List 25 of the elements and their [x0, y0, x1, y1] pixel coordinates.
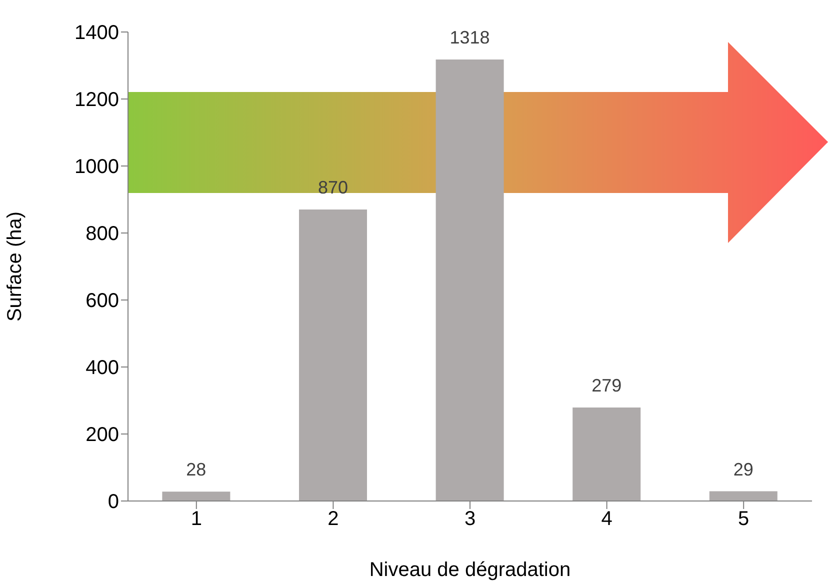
y-tick-label: 400 [86, 357, 119, 380]
x-tick-label: 2 [328, 508, 339, 530]
y-tick-label: 800 [86, 223, 119, 246]
y-tick-label: 200 [86, 424, 119, 446]
y-tick-label: 600 [86, 290, 119, 312]
data-label: 279 [592, 376, 622, 396]
x-tick-label: 4 [601, 508, 612, 530]
y-tick-label: 1200 [74, 89, 119, 112]
x-tick-label: 5 [738, 508, 750, 530]
bar [162, 492, 230, 501]
bar [436, 59, 504, 501]
x-tick-label: 3 [464, 508, 476, 530]
y-axis-title: Surface (ha) [4, 211, 26, 322]
data-label: 29 [733, 459, 754, 480]
x-axis-title: Niveau de dégradation [369, 559, 571, 581]
y-tick-label: 1000 [74, 156, 119, 178]
y-tick-label: 0 [108, 491, 119, 514]
data-label: 28 [186, 460, 206, 480]
bar [709, 491, 778, 501]
bar [299, 210, 367, 501]
data-label: 1318 [450, 27, 490, 48]
x-tick-label: 1 [190, 508, 202, 530]
bar [572, 408, 641, 501]
data-label: 870 [318, 178, 348, 198]
y-tick-label: 1400 [74, 22, 119, 44]
